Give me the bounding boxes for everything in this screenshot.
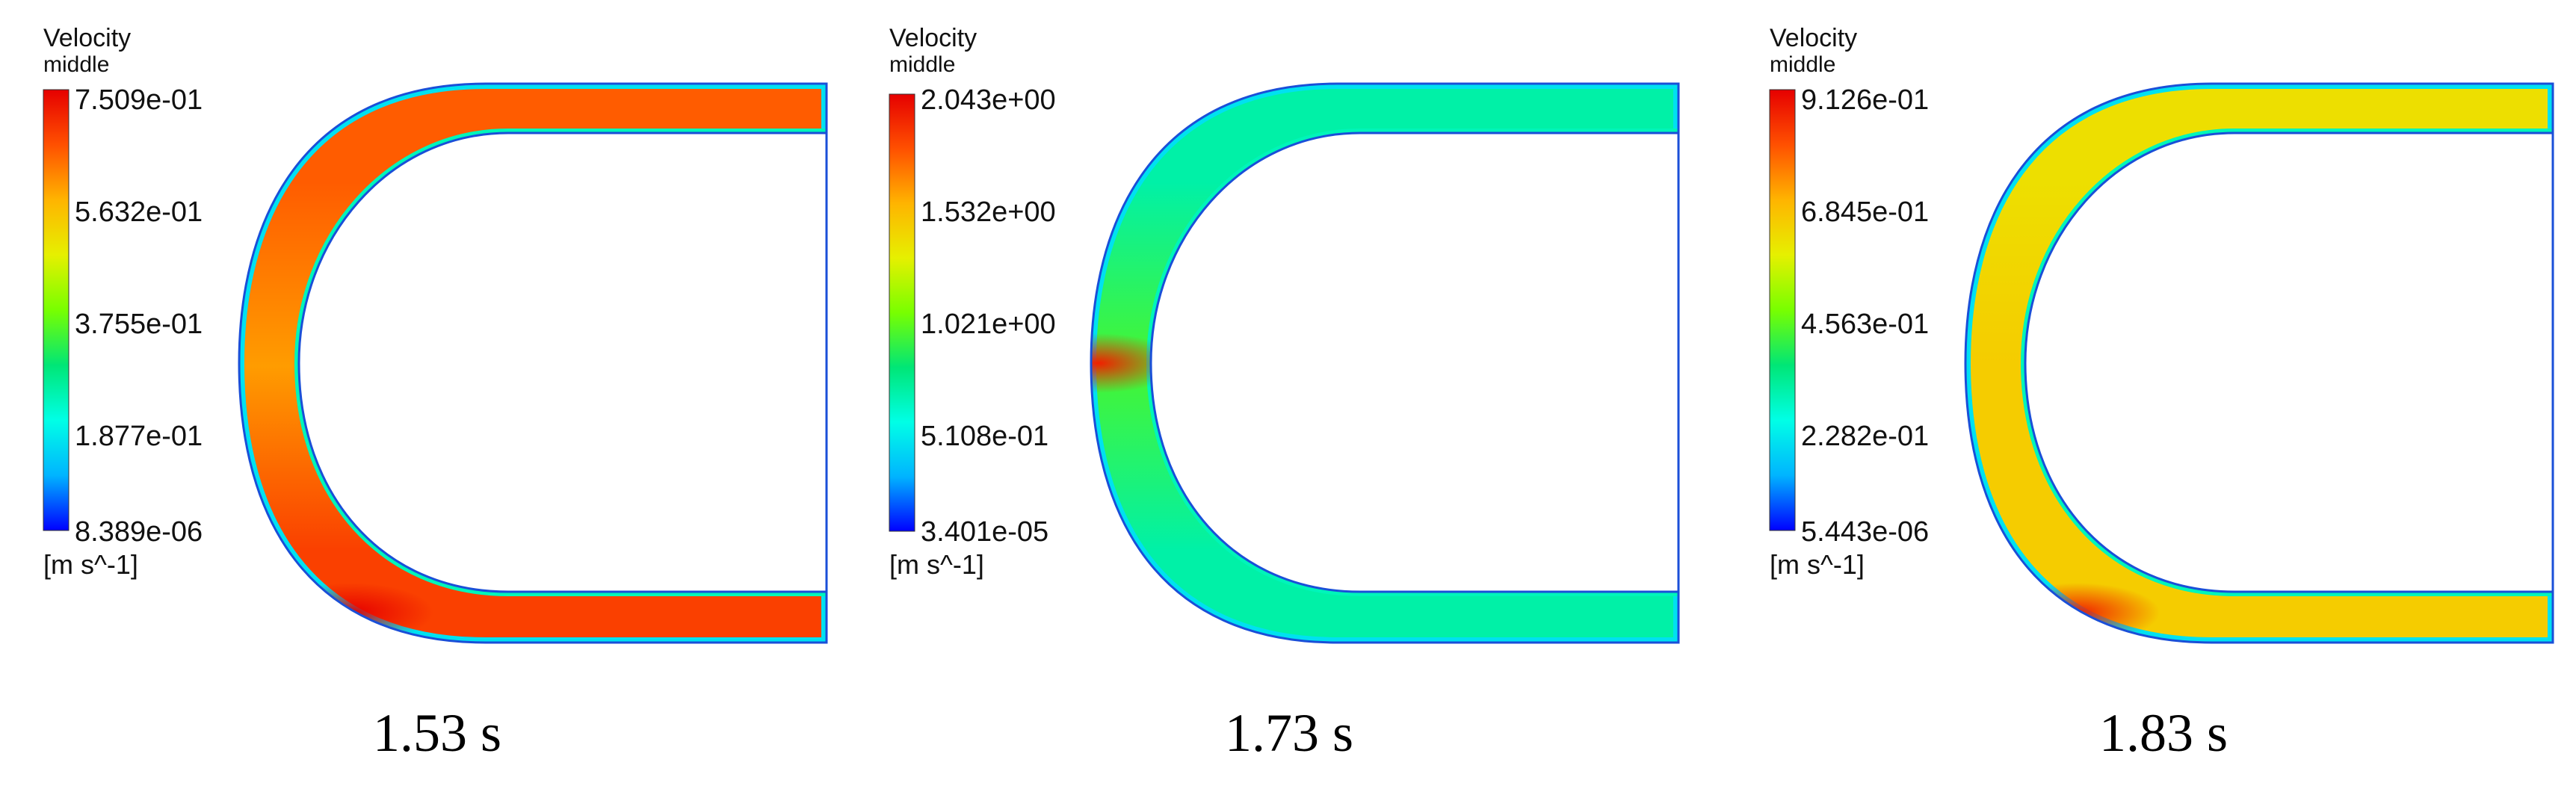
panel-1-tick-1: 5.632e-01 [75, 197, 203, 228]
panel-1-outer-wall [238, 82, 828, 644]
panel-3-caption: 1.83 s [2099, 703, 2228, 763]
panel-2-legend-title: Velocity [889, 24, 977, 52]
panel-3-tick-2: 4.563e-01 [1801, 309, 1929, 340]
panel-1-legend-subtitle: middle [43, 52, 109, 77]
panel-1-legend: Velocity middle 7.509e-01 5.632e-01 3.75… [43, 24, 203, 580]
panel-2-legend: Velocity middle 2.043e+00 1.532e+00 1.02… [889, 24, 1056, 580]
panel-3: Velocity middle 9.126e-01 6.845e-01 4.56… [1769, 24, 2576, 763]
panel-1-flow-field [224, 60, 852, 672]
panel-1-inner-wall [297, 132, 828, 593]
panel-2-colorbar [889, 93, 915, 532]
panel-3-legend-unit: [m s^-1] [1770, 549, 1865, 580]
panel-1-legend-title: Velocity [43, 24, 131, 52]
panel-1-tick-4: 8.389e-06 [75, 516, 203, 548]
panel-3-contour [1950, 60, 2576, 672]
panel-3-legend-title: Velocity [1770, 24, 1857, 52]
panel-1: Velocity middle 7.509e-01 5.632e-01 3.75… [43, 24, 852, 763]
panel-1-tick-0: 7.509e-01 [75, 84, 203, 116]
panel-2-tick-2: 1.021e+00 [921, 309, 1056, 340]
panel-3-tick-0: 9.126e-01 [1801, 84, 1929, 116]
panel-2-outer-wall [1090, 82, 1680, 644]
panel-3-tick-1: 6.845e-01 [1801, 197, 1929, 228]
panel-3-flow-field [1950, 60, 2576, 672]
panel-3-legend-subtitle: middle [1770, 52, 1835, 77]
panel-2-tick-4: 3.401e-05 [921, 516, 1048, 548]
panel-2-legend-subtitle: middle [889, 52, 955, 77]
panel-2-legend-unit: [m s^-1] [889, 549, 984, 580]
panel-2-inner-wall [1149, 132, 1680, 593]
panel-2-contour [1016, 60, 1704, 672]
panel-2: Velocity middle 2.043e+00 1.532e+00 1.02… [889, 24, 1704, 763]
panel-2-tick-0: 2.043e+00 [921, 84, 1056, 116]
panel-3-inner-wall [2024, 132, 2554, 593]
panel-1-tick-2: 3.755e-01 [75, 309, 203, 340]
panel-3-legend: Velocity middle 9.126e-01 6.845e-01 4.56… [1769, 24, 1929, 580]
panel-2-caption: 1.73 s [1225, 703, 1353, 763]
panel-3-tick-4: 5.443e-06 [1801, 516, 1929, 548]
panel-3-tick-3: 2.282e-01 [1801, 421, 1929, 452]
panel-1-colorbar [43, 89, 70, 531]
panel-2-tick-3: 5.108e-01 [921, 421, 1048, 452]
panel-2-flow-field [1016, 60, 1704, 672]
panel-1-caption: 1.53 s [373, 703, 501, 763]
panel-3-outer-wall [1964, 82, 2554, 644]
panel-1-tick-3: 1.877e-01 [75, 421, 203, 452]
panel-1-legend-unit: [m s^-1] [43, 549, 138, 580]
panel-1-contour [224, 60, 852, 672]
panel-3-colorbar [1769, 89, 1796, 531]
panel-2-tick-1: 1.532e+00 [921, 197, 1056, 228]
